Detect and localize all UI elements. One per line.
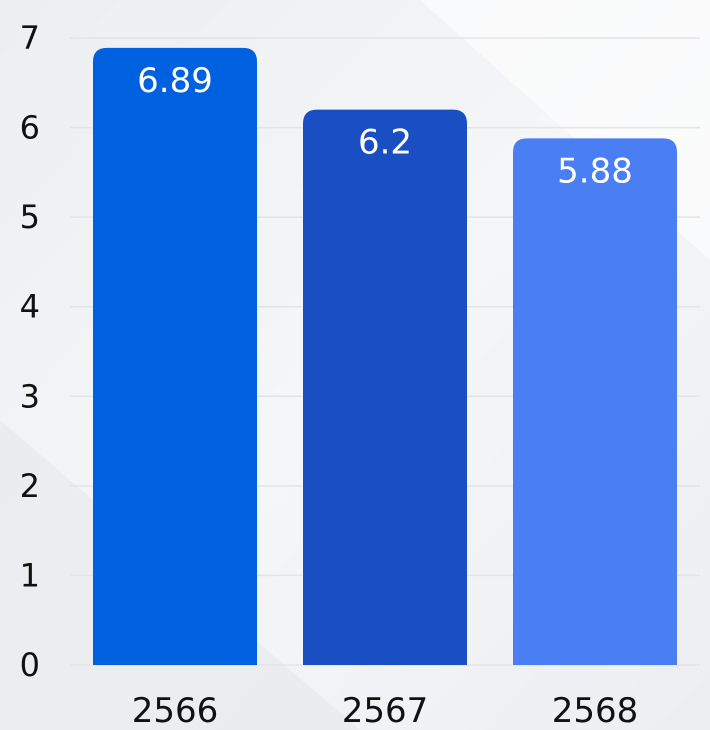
- y-tick-label: 2: [20, 467, 40, 505]
- bar-2567: [303, 109, 467, 665]
- y-tick-label: 7: [20, 19, 40, 57]
- data-labels: 6.89 6.2 5.88: [137, 61, 633, 191]
- x-axis-ticks: 2566 2567 2568: [132, 691, 639, 730]
- y-tick-label: 5: [20, 198, 40, 236]
- y-tick-label: 4: [20, 288, 40, 326]
- y-tick-label: 0: [20, 646, 40, 684]
- y-axis-ticks: 0 1 2 3 4 5 6 7: [20, 19, 40, 684]
- y-tick-label: 3: [20, 377, 40, 415]
- bar-2566: [93, 47, 257, 666]
- y-tick-label: 6: [20, 109, 40, 147]
- x-tick-label: 2567: [342, 691, 429, 730]
- bar-2568: [513, 138, 677, 665]
- x-tick-label: 2566: [132, 691, 219, 730]
- data-label: 6.2: [358, 123, 412, 163]
- y-tick-label: 1: [20, 556, 40, 594]
- bars: [93, 47, 677, 666]
- data-label: 5.88: [557, 151, 633, 191]
- data-label: 6.89: [137, 61, 213, 101]
- x-tick-label: 2568: [552, 691, 639, 730]
